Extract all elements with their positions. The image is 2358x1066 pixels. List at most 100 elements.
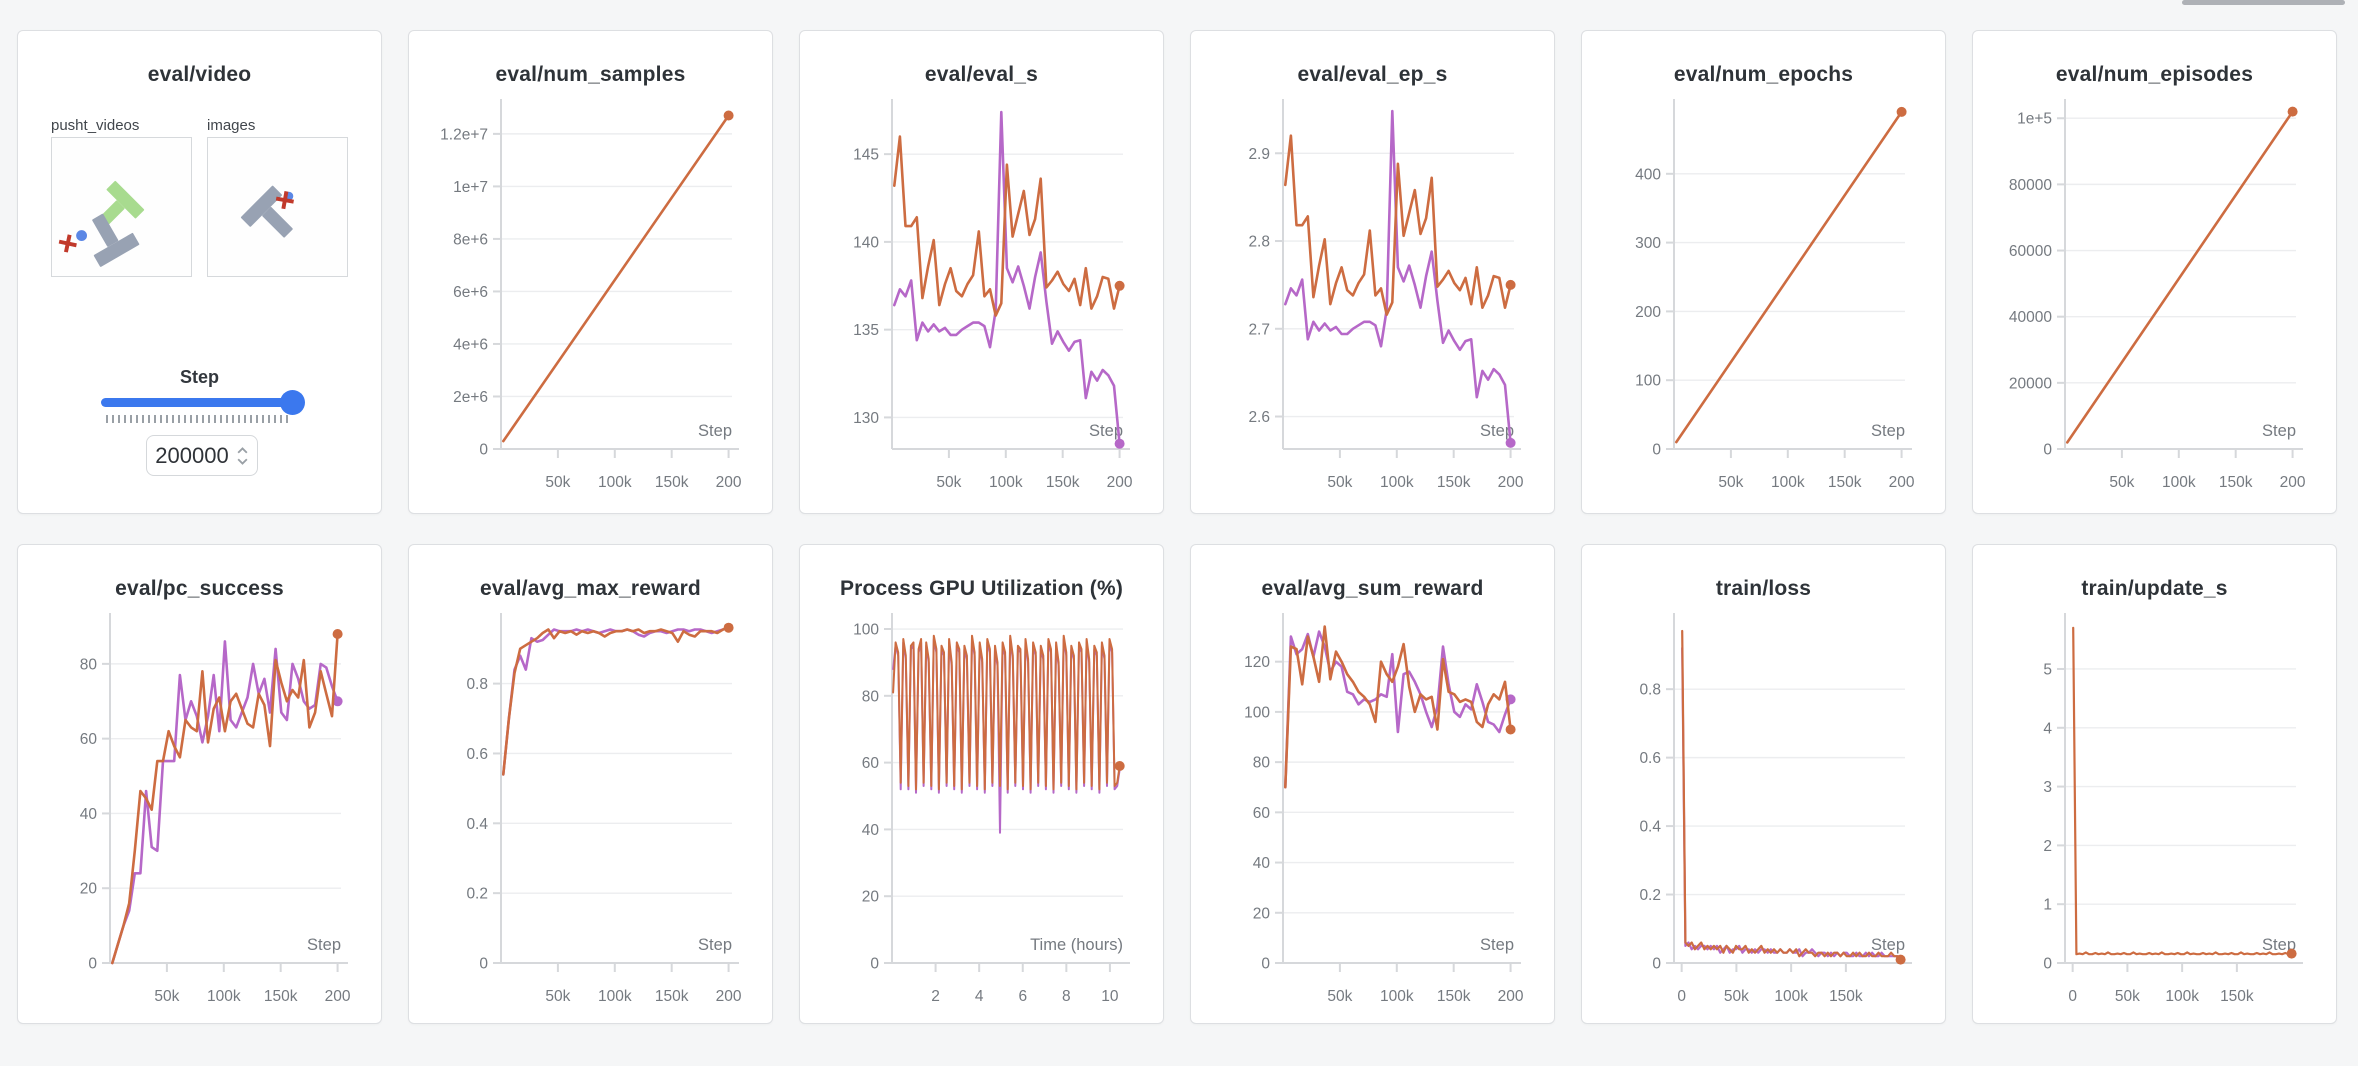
step-slider-label: Step	[179, 367, 219, 387]
chart-title: eval/num_samples	[495, 63, 686, 86]
svg-text:100k: 100k	[598, 474, 632, 491]
svg-text:150k: 150k	[1829, 988, 1863, 1005]
horizontal-scrollbar-thumb[interactable]	[2182, 0, 2345, 5]
chart-eval-eval-ep-s[interactable]: 2.6 2.7 2.8 2.9 50k 100k 150k 200 Step	[1191, 97, 1555, 497]
step-slider[interactable]	[101, 390, 305, 415]
svg-text:0.2: 0.2	[1639, 887, 1661, 904]
svg-text:40: 40	[862, 822, 880, 839]
media-caption-images: images	[207, 117, 256, 134]
chart-eval-avg-max-reward[interactable]: 0 0.2 0.4 0.6 0.8 50k 100k 150k 200 Step	[409, 611, 773, 1011]
svg-text:100: 100	[1244, 704, 1270, 721]
chart-eval-eval-s[interactable]: 130 135 140 145 50k 100k 150k 200 Step	[800, 97, 1164, 497]
svg-text:0: 0	[2068, 988, 2077, 1005]
svg-text:0.6: 0.6	[1639, 750, 1661, 767]
panel-eval-avg-sum-reward: eval/avg_sum_reward 0 20 40 60 80 100 120 50k 10…	[1190, 544, 1555, 1024]
chart-eval-num-episodes[interactable]: 0 20000 40000 60000 80000 1e+5 50k 100k 150k 200 S…	[1973, 97, 2337, 497]
svg-text:100k: 100k	[1771, 474, 1805, 491]
panel-eval-pc-success: eval/pc_success 0 20 40 60 80 50k 100k 150k 200 S…	[17, 544, 382, 1024]
svg-text:0.8: 0.8	[1639, 682, 1661, 699]
svg-text:Step: Step	[698, 422, 732, 440]
chart-title: eval/eval_s	[924, 63, 1039, 86]
svg-text:0.4: 0.4	[1639, 819, 1661, 836]
svg-text:200: 200	[1498, 988, 1524, 1005]
svg-text:6e+6: 6e+6	[453, 284, 488, 301]
svg-text:140: 140	[853, 234, 879, 251]
stepper-arrows-icon[interactable]	[236, 445, 249, 467]
svg-text:2e+6: 2e+6	[453, 389, 488, 406]
chart-title: train/update_s	[2081, 577, 2228, 600]
svg-text:200: 200	[1635, 304, 1661, 321]
svg-text:50k: 50k	[936, 474, 961, 491]
svg-text:100k: 100k	[2165, 988, 2199, 1005]
svg-text:80000: 80000	[2009, 177, 2052, 194]
svg-text:2.8: 2.8	[1248, 234, 1270, 251]
svg-text:60: 60	[862, 755, 880, 772]
image-thumbnail[interactable]	[207, 137, 348, 277]
svg-text:50k: 50k	[1327, 988, 1352, 1005]
step-input[interactable]: 200000	[146, 435, 258, 476]
chart-eval-pc-success[interactable]: 0 20 40 60 80 50k 100k 150k 200 Step	[18, 611, 382, 1011]
svg-text:4: 4	[2043, 720, 2052, 737]
svg-text:40: 40	[1253, 855, 1271, 872]
chart-eval-avg-sum-reward[interactable]: 0 20 40 60 80 100 120 50k 100k 150k 200 Step	[1191, 611, 1555, 1011]
panel-grid: eval/video pusht_videos images	[17, 30, 2337, 1024]
svg-text:2.6: 2.6	[1248, 409, 1270, 426]
svg-text:60: 60	[80, 731, 98, 748]
svg-text:3: 3	[2043, 779, 2052, 796]
svg-text:100k: 100k	[1774, 988, 1808, 1005]
goal-cross-icon	[275, 191, 294, 210]
chart-eval-num-epochs[interactable]: 0 100 200 300 400 50k 100k 150k 200 Step	[1582, 97, 1946, 497]
svg-text:Step: Step	[1871, 936, 1905, 954]
svg-text:5: 5	[2043, 661, 2052, 678]
svg-text:200: 200	[1107, 474, 1133, 491]
svg-text:0.2: 0.2	[466, 886, 488, 903]
svg-text:Step: Step	[2262, 936, 2296, 954]
svg-text:Step: Step	[1089, 422, 1123, 440]
video-thumbnail-pusht[interactable]	[51, 137, 192, 277]
chart-process-gpu-utilization[interactable]: 0 20 40 60 80 100 2 4 6 8 10 Time (hours)	[800, 611, 1164, 1011]
svg-text:2.7: 2.7	[1248, 321, 1270, 338]
svg-text:130: 130	[853, 410, 879, 427]
svg-text:200: 200	[1889, 474, 1915, 491]
panel-eval-num-epochs: eval/num_epochs 0 100 200 300 400 50k 100k 150k…	[1581, 30, 1946, 514]
svg-text:50k: 50k	[2115, 988, 2140, 1005]
svg-text:200: 200	[325, 988, 351, 1005]
svg-text:60000: 60000	[2009, 243, 2052, 260]
chart-title: eval/eval_ep_s	[1297, 63, 1448, 86]
svg-text:0: 0	[2043, 956, 2052, 973]
svg-text:0: 0	[2043, 442, 2052, 459]
svg-text:150k: 150k	[1437, 988, 1471, 1005]
svg-text:200: 200	[2280, 474, 2306, 491]
svg-text:100k: 100k	[598, 988, 632, 1005]
chart-title: Process GPU Utilization (%)	[839, 577, 1124, 600]
svg-text:8: 8	[1062, 988, 1071, 1005]
svg-text:150k: 150k	[2220, 988, 2254, 1005]
chart-train-loss[interactable]: 0 0.2 0.4 0.6 0.8 0 50k 100k 150k Step	[1582, 611, 1946, 1011]
panel-eval-num-episodes: eval/num_episodes 0 20000 40000 60000 80000 1…	[1972, 30, 2337, 514]
svg-text:10: 10	[1101, 988, 1119, 1005]
svg-text:0.6: 0.6	[466, 746, 488, 763]
svg-text:150k: 150k	[1828, 474, 1862, 491]
svg-text:0.4: 0.4	[466, 816, 488, 833]
svg-text:50k: 50k	[1327, 474, 1352, 491]
svg-text:300: 300	[1635, 235, 1661, 252]
svg-text:150k: 150k	[1046, 474, 1080, 491]
chart-title: eval/num_epochs	[1673, 63, 1854, 86]
svg-text:Step: Step	[1480, 422, 1514, 440]
svg-text:200: 200	[716, 474, 742, 491]
chart-eval-num-samples[interactable]: 0 2e+6 4e+6 6e+6 8e+6 1e+7 1.2e+7 50k 100k 150k 20…	[409, 97, 773, 497]
chart-train-update-s[interactable]: 0 1 2 3 4 5 0 50k 100k 150k Step	[1973, 611, 2337, 1011]
svg-text:100: 100	[1635, 373, 1661, 390]
step-slider-thumb[interactable]	[280, 390, 305, 415]
svg-text:100k: 100k	[1380, 474, 1414, 491]
panel-title: eval/video	[147, 63, 252, 86]
svg-text:6: 6	[1018, 988, 1027, 1005]
svg-text:60: 60	[1253, 805, 1271, 822]
svg-text:1e+5: 1e+5	[2017, 111, 2052, 128]
svg-text:150k: 150k	[2219, 474, 2253, 491]
step-input-value: 200000	[155, 442, 229, 468]
svg-text:80: 80	[1253, 755, 1271, 772]
panel-eval-avg-max-reward: eval/avg_max_reward 0 0.2 0.4 0.6 0.8 50k 100k…	[408, 544, 773, 1024]
svg-text:1.2e+7: 1.2e+7	[440, 126, 488, 143]
chart-title: eval/pc_success	[115, 577, 284, 600]
